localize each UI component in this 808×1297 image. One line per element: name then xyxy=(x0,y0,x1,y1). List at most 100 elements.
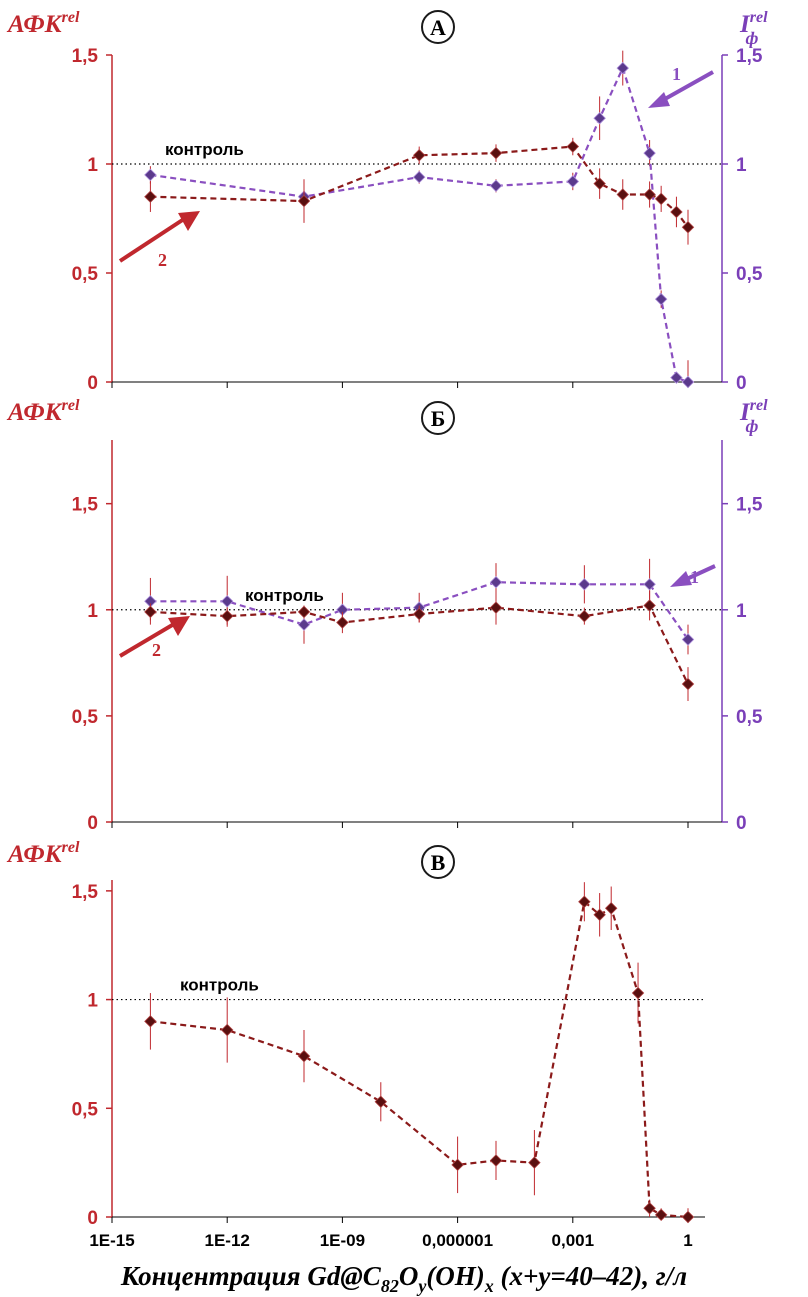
left-tick-label: 1,5 xyxy=(72,495,99,516)
right-tick-label: 0,5 xyxy=(736,707,763,728)
data-point xyxy=(566,175,580,188)
right-axis-label: Irel ф xyxy=(739,9,768,48)
left-tick-label: 1 xyxy=(87,155,98,176)
right-tick-label: 0 xyxy=(736,813,747,834)
data-point xyxy=(489,1154,503,1167)
left-tick-label: 1 xyxy=(87,991,98,1012)
series-line-2 xyxy=(150,899,689,1219)
data-point xyxy=(643,578,656,591)
left-axis-label: АФКrel xyxy=(6,397,80,426)
panel-label-circle xyxy=(421,401,455,435)
data-point xyxy=(412,607,426,621)
panel-label-circle xyxy=(421,845,455,879)
data-point xyxy=(144,605,157,619)
data-point xyxy=(681,1210,695,1224)
data-point xyxy=(670,205,683,219)
left-axis-label: АФКrel xyxy=(6,839,80,868)
data-point xyxy=(451,1158,464,1172)
panel-label-circle xyxy=(421,10,455,44)
data-point xyxy=(643,146,656,160)
data-point xyxy=(616,188,629,201)
data-point xyxy=(681,220,695,234)
left-tick-label: 0 xyxy=(87,373,98,394)
x-tick-label: 1E-09 xyxy=(320,1231,365,1250)
arrow-1-label: 1 xyxy=(672,64,681,84)
left-tick-label: 0 xyxy=(87,1208,98,1229)
data-point xyxy=(654,192,668,206)
data-point xyxy=(604,902,618,915)
arrow-2-head xyxy=(178,211,200,231)
arrow-2-shaft xyxy=(118,622,176,658)
data-point xyxy=(593,177,606,190)
data-point xyxy=(412,170,426,184)
data-point xyxy=(489,601,503,614)
data-point xyxy=(616,61,629,75)
panel-label: Б xyxy=(431,406,446,431)
x-axis-title: Концентрация Gd@C82Oy(OH)x (x+y=40–42), … xyxy=(120,1261,687,1296)
data-point xyxy=(144,168,157,182)
data-point xyxy=(593,111,606,125)
x-tick-label: 1 xyxy=(683,1231,692,1250)
data-point xyxy=(297,194,311,208)
left-tick-label: 0,5 xyxy=(72,1099,99,1120)
data-point xyxy=(578,609,591,623)
arrow-1-head xyxy=(648,92,670,108)
right-tick-label: 1,5 xyxy=(736,495,763,516)
left-tick-label: 0,5 xyxy=(72,707,99,728)
x-tick-label: 1E-12 xyxy=(205,1231,250,1250)
data-point xyxy=(412,149,426,162)
data-point xyxy=(643,1202,656,1215)
left-tick-label: 0,5 xyxy=(72,264,99,285)
x-tick-label: 0,000001 xyxy=(422,1231,493,1250)
data-point xyxy=(489,575,503,589)
data-point xyxy=(670,371,683,384)
x-tick-label: 1E-15 xyxy=(89,1231,134,1250)
data-point xyxy=(297,605,311,619)
data-point xyxy=(578,578,591,591)
data-point xyxy=(336,603,349,617)
data-point xyxy=(220,595,234,608)
arrow-2-label: 2 xyxy=(152,640,161,660)
data-point xyxy=(489,146,503,160)
right-axis-label: Irel ф xyxy=(739,397,768,436)
control-label: контроль xyxy=(180,976,259,995)
series-line-1 xyxy=(150,65,689,384)
data-point xyxy=(578,895,591,908)
data-point xyxy=(297,618,311,631)
arrow-2-label: 2 xyxy=(158,250,167,270)
arrow-2-head xyxy=(168,616,190,636)
right-tick-label: 0,5 xyxy=(736,264,763,285)
left-tick-label: 1 xyxy=(87,601,98,622)
arrow-2-shaft xyxy=(118,217,186,263)
data-point xyxy=(220,609,234,623)
x-tick-label: 0,001 xyxy=(552,1231,595,1250)
right-tick-label: 0 xyxy=(736,373,747,394)
left-axis-label: АФКrel xyxy=(6,9,80,38)
left-tick-label: 1,5 xyxy=(72,46,99,67)
data-point xyxy=(643,188,656,201)
data-point xyxy=(144,1015,157,1028)
data-point xyxy=(297,1049,311,1063)
data-point xyxy=(144,595,157,608)
panel-label: В xyxy=(431,850,446,875)
panel-label: А xyxy=(430,15,446,40)
data-point xyxy=(220,1023,234,1037)
data-point xyxy=(566,140,580,153)
left-tick-label: 1,5 xyxy=(72,882,99,903)
data-point xyxy=(528,1156,541,1169)
control-label: контроль xyxy=(165,140,244,159)
data-point xyxy=(681,375,695,389)
data-point xyxy=(144,190,157,203)
data-point xyxy=(654,292,668,306)
data-point xyxy=(374,1095,388,1108)
control-label: контроль xyxy=(245,586,324,605)
data-point xyxy=(681,633,695,646)
left-tick-label: 0 xyxy=(87,813,98,834)
data-point xyxy=(681,677,695,691)
right-tick-label: 1 xyxy=(736,601,747,622)
data-point xyxy=(593,908,606,922)
right-tick-label: 1 xyxy=(736,155,747,176)
